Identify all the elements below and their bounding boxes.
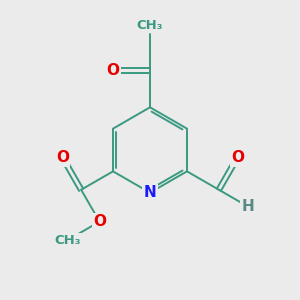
Text: N: N [144,185,156,200]
Text: CH₃: CH₃ [137,19,163,32]
Text: O: O [231,150,244,165]
Text: CH₃: CH₃ [54,233,81,247]
Text: O: O [56,150,69,165]
Text: H: H [241,199,254,214]
Text: O: O [93,214,106,229]
Text: O: O [107,63,120,78]
